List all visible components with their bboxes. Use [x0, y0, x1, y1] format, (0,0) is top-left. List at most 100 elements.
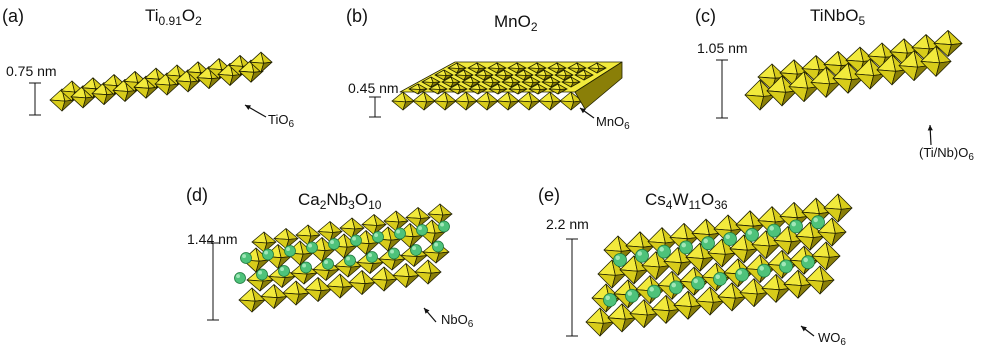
octahedron	[347, 265, 362, 278]
octahedron	[847, 77, 864, 94]
cation-sphere	[328, 238, 340, 250]
pointer-arrowhead	[580, 108, 586, 114]
octahedron	[825, 255, 841, 271]
sphere-highlight	[396, 229, 401, 234]
octahedron	[576, 67, 587, 74]
sphere-highlight	[418, 226, 423, 230]
sphere-highlight	[715, 274, 720, 279]
cation-sphere	[388, 247, 400, 260]
octahedron	[444, 100, 457, 111]
octahedron	[530, 81, 541, 88]
octahedron	[803, 86, 820, 102]
sphere-highlight	[264, 250, 269, 255]
cation-sphere	[757, 263, 771, 278]
octahedron	[277, 256, 292, 269]
octahedron	[391, 258, 406, 271]
octahedron	[456, 67, 467, 74]
octahedron	[947, 43, 963, 57]
octahedron	[510, 81, 521, 88]
sphere-highlight	[649, 287, 654, 292]
octahedron	[497, 88, 508, 95]
pointer-arrowhead	[927, 125, 933, 131]
sphere-highlight	[703, 238, 708, 244]
layer-thickness-label: 1.05 nm	[697, 40, 748, 56]
sphere-highlight	[725, 234, 730, 240]
octahedron	[556, 67, 567, 74]
cation-sphere	[366, 251, 378, 263]
octahedron	[503, 74, 514, 81]
cation-sphere	[350, 234, 362, 247]
octahedron	[61, 99, 75, 112]
octahedron	[781, 90, 798, 107]
octahedron	[124, 90, 138, 102]
octahedron	[295, 292, 310, 306]
sphere-highlight	[737, 270, 742, 275]
cation-sphere	[416, 224, 428, 236]
octahedron	[82, 96, 96, 109]
octahedron	[145, 86, 159, 99]
octahedron	[537, 88, 548, 95]
octahedron	[831, 231, 847, 247]
octahedron	[721, 252, 737, 268]
octahedron	[259, 279, 274, 292]
sphere-highlight	[693, 278, 698, 284]
octahedron	[281, 276, 296, 288]
cation-sphere	[767, 223, 781, 238]
octahedron	[457, 88, 468, 95]
layer-thickness-label: 1.44 nm	[187, 231, 238, 247]
octahedron	[303, 272, 318, 285]
cation-sphere	[657, 244, 671, 259]
polyhedron-label: (Ti/Nb)O6	[919, 145, 974, 163]
octahedron	[486, 100, 499, 111]
slab-side	[574, 61, 623, 110]
octahedron	[325, 269, 340, 281]
octahedron	[759, 94, 776, 111]
octahedron	[775, 287, 791, 303]
cation-sphere	[410, 244, 422, 256]
octahedron	[935, 61, 952, 77]
polyhedron-label: MnO6	[596, 114, 630, 132]
sphere-highlight	[236, 274, 240, 279]
octahedron	[517, 88, 528, 95]
sphere-highlight	[352, 236, 357, 241]
octahedron	[361, 282, 376, 295]
cation-sphere	[278, 265, 290, 277]
cation-sphere	[306, 241, 318, 254]
sphere-highlight	[434, 242, 439, 247]
cation-sphere	[801, 255, 815, 270]
octahedron	[687, 304, 703, 320]
cation-sphere	[284, 245, 296, 257]
octahedron	[599, 321, 615, 337]
sphere-highlight	[346, 256, 351, 261]
sphere-highlight	[627, 291, 632, 296]
sphere-highlight	[659, 247, 664, 252]
octahedron	[251, 299, 266, 313]
octahedron	[557, 88, 568, 95]
polyhedron-label: TiO6	[268, 112, 295, 130]
sphere-highlight	[368, 253, 373, 257]
cation-sphere	[701, 236, 715, 251]
octahedron	[583, 74, 594, 81]
octahedron	[387, 238, 402, 252]
octahedron	[427, 271, 442, 285]
octahedron	[528, 100, 541, 111]
octahedron	[369, 262, 384, 274]
cation-sphere	[713, 272, 727, 286]
sphere-highlight	[286, 247, 291, 251]
octahedron	[250, 70, 264, 83]
sphere-highlight	[302, 263, 307, 268]
octahedron	[643, 313, 659, 329]
sphere-highlight	[747, 230, 752, 235]
sphere-highlight	[681, 242, 686, 248]
sphere-highlight	[791, 221, 796, 227]
panel-formula: MnO2	[494, 12, 538, 34]
panel-label: (b)	[346, 6, 368, 26]
octahedron	[507, 100, 520, 111]
octahedron	[450, 81, 461, 88]
octahedron	[476, 67, 487, 74]
pointer-arrowhead	[424, 308, 430, 314]
octahedron	[413, 255, 428, 267]
cation-sphere	[789, 219, 803, 234]
cation-sphere	[625, 288, 639, 303]
octahedron	[299, 252, 314, 266]
